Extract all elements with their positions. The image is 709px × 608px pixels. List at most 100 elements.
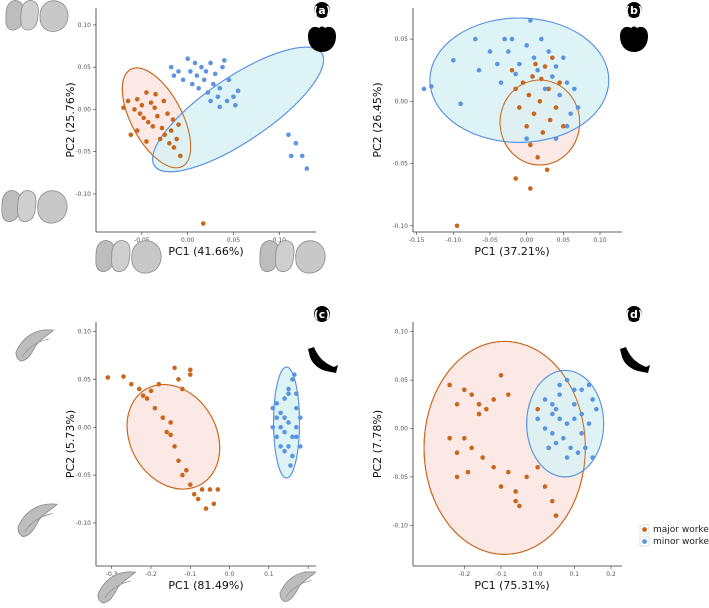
data-point-minor-worker <box>535 67 540 73</box>
data-point-major-worker <box>176 122 181 127</box>
data-point-major-worker <box>165 111 170 116</box>
data-point-minor-worker <box>233 102 238 108</box>
mandible-blade <box>279 571 317 602</box>
data-point-minor-worker <box>189 81 195 87</box>
data-point-minor-worker <box>292 372 297 377</box>
x-tick-label: -0.05 <box>134 237 150 244</box>
specimen-mandible-icon <box>279 571 317 602</box>
data-point-major-worker <box>484 406 489 412</box>
data-point-minor-worker <box>498 80 504 85</box>
data-point-major-worker <box>134 96 140 102</box>
data-point-major-worker <box>517 503 522 509</box>
y-tick-label: -0.10 <box>75 191 91 198</box>
data-point-major-worker <box>134 128 140 133</box>
data-point-minor-worker <box>579 431 584 436</box>
data-point-minor-worker <box>220 64 225 70</box>
data-point-major-worker <box>199 487 205 492</box>
data-point-minor-worker <box>546 49 551 54</box>
data-point-minor-worker <box>575 105 581 110</box>
data-point-minor-worker <box>224 98 230 104</box>
specimen-head-profile-icon <box>131 240 162 274</box>
head-silhouette-icon <box>620 26 648 52</box>
data-point-minor-worker <box>451 57 456 63</box>
y-axis-label: PC2 (25.76%) <box>64 82 77 157</box>
data-point-minor-worker <box>564 80 570 85</box>
mandible-ridge <box>24 513 53 533</box>
data-point-major-worker <box>524 123 529 129</box>
data-point-major-worker <box>162 132 168 138</box>
specimen-mandible-icon <box>17 503 59 537</box>
data-point-major-worker <box>139 102 145 108</box>
data-point-major-worker <box>170 117 176 122</box>
x-tick-label: 0.1 <box>264 571 274 578</box>
head-silhouette-icon <box>308 26 336 52</box>
data-point-major-worker <box>207 487 213 492</box>
data-point-minor-worker <box>290 453 295 459</box>
data-point-major-worker <box>215 487 221 492</box>
data-point-minor-worker <box>506 49 511 54</box>
y-tick-label: -0.05 <box>75 149 91 156</box>
data-point-minor-worker <box>222 58 227 63</box>
data-point-major-worker <box>533 61 538 67</box>
y-tick-label: 0.10 <box>78 22 92 29</box>
data-point-minor-worker <box>539 36 544 42</box>
data-point-minor-worker <box>564 455 570 460</box>
x-tick-label: 0.1 <box>570 571 580 578</box>
data-point-major-worker <box>469 445 474 451</box>
data-point-minor-worker <box>290 377 295 382</box>
data-point-major-worker <box>476 411 482 417</box>
data-point-minor-worker <box>171 73 177 78</box>
ellipse-outline <box>121 67 192 169</box>
data-point-minor-worker <box>586 421 592 426</box>
ellipse-outline <box>126 384 221 490</box>
legend: major worker minor worker <box>639 524 709 547</box>
head-profile-shape <box>295 240 326 274</box>
specimen-head-icon <box>259 240 295 272</box>
data-point-major-worker <box>513 86 518 92</box>
data-point-major-worker <box>540 130 546 135</box>
y-tick-label: -0.05 <box>392 474 408 481</box>
data-point-major-worker <box>140 393 146 398</box>
data-point-minor-worker <box>270 405 276 411</box>
data-point-major-worker <box>148 388 154 394</box>
y-axis-label: PC2 (7.78%) <box>371 410 384 478</box>
data-point-minor-worker <box>208 98 213 104</box>
data-point-major-worker <box>168 420 173 425</box>
data-point-major-worker <box>203 506 209 511</box>
legend-marker <box>642 527 647 532</box>
y-tick-label: 0.05 <box>395 36 409 43</box>
data-point-minor-worker <box>535 416 540 422</box>
y-tick-label: 0.00 <box>78 424 92 431</box>
data-point-minor-worker <box>546 445 551 451</box>
data-point-minor-worker <box>226 77 232 83</box>
head-lobe-right <box>20 0 39 31</box>
specimen-head-icon <box>1 190 37 222</box>
data-point-minor-worker <box>590 455 595 460</box>
data-point-minor-worker <box>185 56 190 62</box>
data-point-major-worker <box>144 90 149 95</box>
data-point-major-worker <box>137 111 143 116</box>
data-point-major-worker <box>176 458 181 464</box>
data-point-minor-worker <box>293 140 299 146</box>
head-silhouette-shape <box>308 26 336 52</box>
data-point-major-worker <box>191 491 197 497</box>
specimen-head-profile-icon <box>295 240 326 274</box>
mandible-silhouette-icon <box>620 347 650 373</box>
data-point-minor-worker <box>192 60 198 66</box>
data-point-major-worker <box>195 496 201 502</box>
data-point-major-worker <box>160 415 166 420</box>
data-point-major-worker <box>557 80 562 85</box>
data-point-major-worker <box>132 107 137 112</box>
data-point-minor-worker <box>553 64 559 69</box>
data-point-major-worker <box>553 513 559 518</box>
data-point-minor-worker <box>557 416 562 422</box>
data-point-minor-worker <box>568 445 573 451</box>
data-point-major-worker <box>150 124 156 129</box>
data-point-minor-worker <box>294 405 299 411</box>
data-point-minor-worker <box>575 450 581 456</box>
data-point-minor-worker <box>495 61 500 67</box>
data-point-minor-worker <box>568 111 573 117</box>
head-profile-shape <box>37 190 68 224</box>
data-point-minor-worker <box>188 69 193 74</box>
data-point-minor-worker <box>557 382 562 388</box>
